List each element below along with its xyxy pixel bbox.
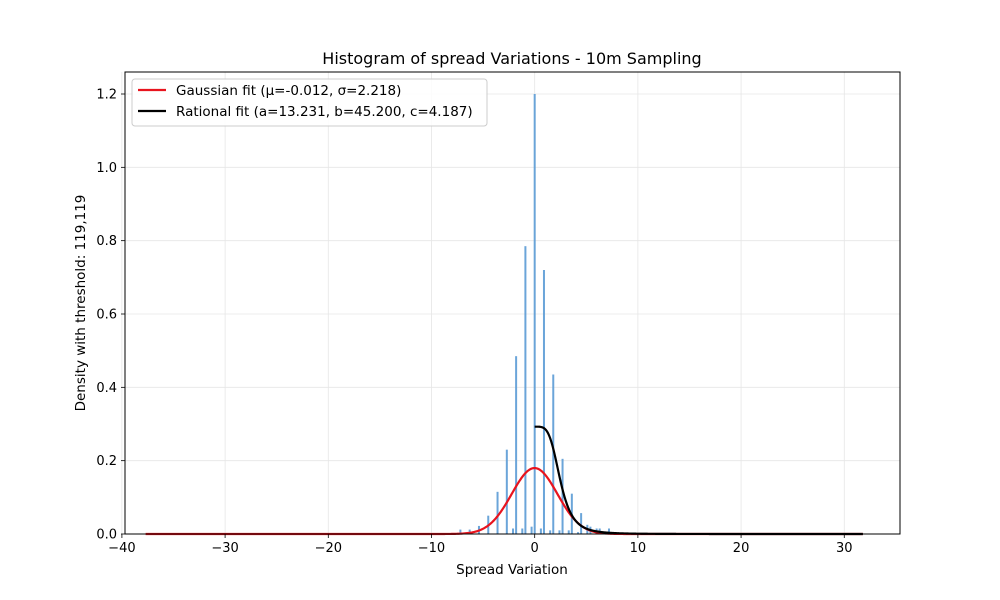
histogram-bar (561, 458, 564, 534)
x-tick-label: 20 (733, 541, 750, 556)
x-axis-label: Spread Variation (456, 562, 568, 578)
fit-curves (145, 425, 864, 536)
x-tick-label: 30 (836, 541, 853, 556)
legend-box (131, 78, 488, 127)
histogram-bar (533, 94, 536, 534)
histogram-bar (549, 530, 552, 534)
x-tick-label: 10 (630, 541, 647, 556)
histogram-bar (607, 528, 610, 534)
x-axis-ticks: −40 −30 −20 −10 0 10 20 30 (108, 534, 853, 556)
histogram-bar (515, 356, 518, 534)
x-tick-label: −40 (108, 541, 135, 556)
y-tick-label: 0.0 (96, 528, 117, 543)
histogram-bar (524, 246, 527, 534)
legend: Gaussian fit (μ=-0.012, σ=2.218) Rationa… (131, 78, 488, 127)
x-tick-label: −30 (211, 541, 238, 556)
y-tick-label: 0.4 (96, 381, 117, 396)
histogram-bar (512, 528, 515, 534)
histogram-bar (496, 491, 499, 534)
y-axis-label: Density with threshold: 119,119 (73, 195, 89, 412)
histogram-bar (542, 270, 545, 534)
y-tick-label: 0.6 (96, 308, 117, 323)
histogram-bar (577, 532, 580, 534)
histogram-bar (530, 526, 533, 534)
chart-title: Histogram of spread Variations - 10m Sam… (322, 49, 701, 68)
y-axis-ticks: 0.0 0.2 0.4 0.6 0.8 1.0 1.2 (96, 88, 125, 543)
histogram-bar (459, 529, 462, 534)
legend-rational-label: Rational fit (a=13.231, b=45.200, c=4.18… (176, 104, 473, 120)
series-line-gaussian (145, 466, 863, 536)
histogram-bar (539, 528, 542, 534)
y-tick-label: 1.2 (96, 88, 117, 103)
legend-gaussian-label: Gaussian fit (μ=-0.012, σ=2.218) (176, 83, 401, 99)
histogram-bar (558, 530, 561, 534)
x-tick-label: −20 (315, 541, 342, 556)
histogram-bar (567, 530, 570, 534)
histogram-bar (505, 449, 508, 534)
grid (121, 72, 900, 535)
y-tick-label: 0.8 (96, 234, 117, 249)
y-tick-label: 1.0 (96, 161, 117, 176)
histogram-bar (521, 528, 524, 534)
y-tick-label: 0.2 (96, 454, 117, 469)
histogram-bar (552, 374, 555, 534)
plot-frame (124, 71, 901, 535)
series-line-rational (534, 425, 864, 536)
x-tick-label: −10 (418, 541, 445, 556)
x-tick-label: 0 (531, 541, 539, 556)
histogram-bar (580, 513, 583, 534)
